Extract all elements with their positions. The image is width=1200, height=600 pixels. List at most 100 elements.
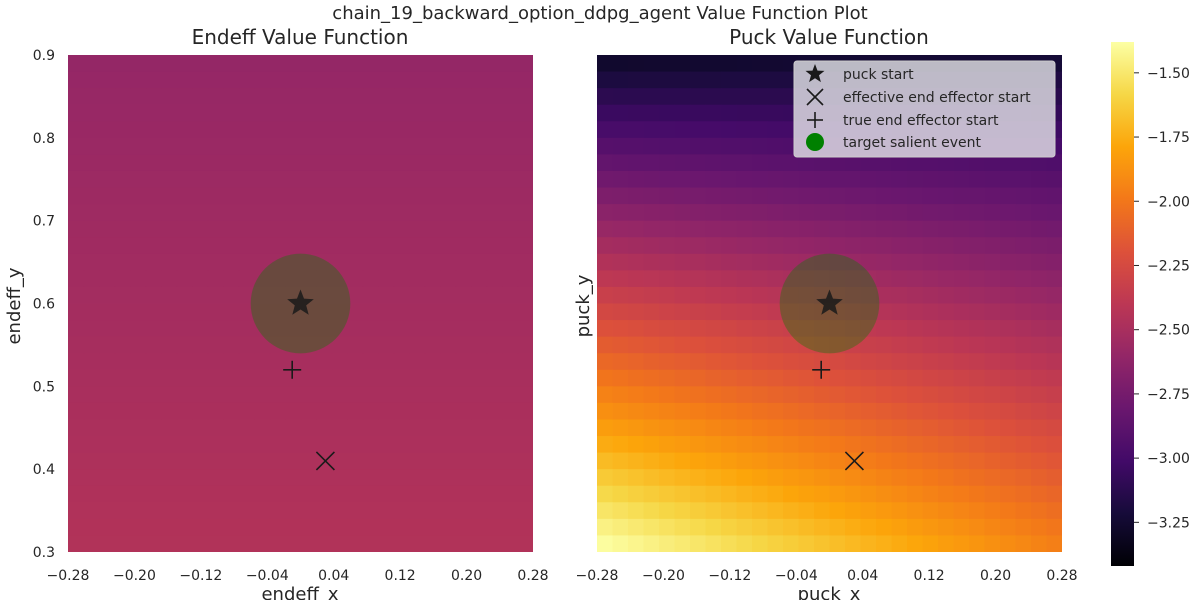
heatmap-cell bbox=[860, 220, 877, 238]
heatmap-cell bbox=[721, 187, 738, 205]
heatmap-cell bbox=[471, 121, 488, 139]
heatmap-cell bbox=[767, 303, 784, 321]
heatmap-cell bbox=[300, 452, 317, 470]
heatmap-cell bbox=[502, 452, 519, 470]
legend-entry-target-salient-event: target salient event bbox=[843, 135, 981, 151]
heatmap-cell bbox=[922, 452, 939, 470]
heatmap-cell bbox=[891, 286, 908, 305]
heatmap-cell bbox=[145, 71, 162, 89]
heatmap-cell bbox=[471, 502, 488, 520]
heatmap-cell bbox=[192, 469, 209, 487]
heatmap-cell bbox=[1031, 270, 1048, 288]
heatmap-cell bbox=[83, 353, 100, 371]
heatmap-cell bbox=[845, 419, 862, 437]
heatmap-cell bbox=[984, 220, 1001, 238]
heatmap-cell bbox=[612, 303, 629, 321]
heatmap-cell bbox=[517, 187, 533, 205]
heatmap-cell bbox=[798, 419, 815, 437]
heatmap-cell bbox=[223, 204, 240, 222]
heatmap-cell bbox=[502, 88, 519, 106]
heatmap-cell bbox=[984, 518, 1001, 537]
heatmap-cell bbox=[130, 170, 147, 189]
heatmap-cell bbox=[969, 386, 986, 404]
heatmap-cell bbox=[721, 270, 738, 288]
heatmap-cell bbox=[907, 469, 924, 487]
heatmap-cell bbox=[705, 237, 722, 255]
heatmap-cell bbox=[502, 121, 519, 139]
heatmap-cell bbox=[984, 204, 1001, 222]
heatmap-cell bbox=[628, 469, 645, 487]
heatmap-cell bbox=[145, 369, 162, 387]
heatmap-cell bbox=[659, 220, 676, 238]
heatmap-cell bbox=[207, 353, 224, 371]
heatmap-cell bbox=[628, 154, 645, 172]
heatmap-cell bbox=[223, 320, 240, 338]
heatmap-cell bbox=[798, 320, 815, 338]
heatmap-cell bbox=[659, 320, 676, 338]
heatmap-cell bbox=[597, 286, 614, 305]
heatmap-cell bbox=[254, 419, 271, 437]
endeff-x-tick-label: −0.28 bbox=[47, 568, 90, 584]
heatmap-cell bbox=[845, 320, 862, 338]
heatmap-cell bbox=[798, 502, 815, 520]
heatmap-cell bbox=[176, 436, 193, 454]
heatmap-cell bbox=[984, 485, 1001, 503]
heatmap-cell bbox=[331, 402, 348, 421]
heatmap-cell bbox=[130, 369, 147, 387]
heatmap-cell bbox=[674, 518, 691, 537]
heatmap-cell bbox=[690, 286, 707, 305]
heatmap-cell bbox=[238, 353, 255, 371]
heatmap-cell bbox=[938, 369, 955, 387]
heatmap-cell bbox=[659, 452, 676, 470]
heatmap-cell bbox=[285, 535, 302, 552]
heatmap-cell bbox=[161, 253, 178, 271]
heatmap-cell bbox=[114, 204, 131, 222]
heatmap-cell bbox=[362, 469, 379, 487]
heatmap-cell bbox=[362, 419, 379, 437]
puck-x-tick-label: −0.20 bbox=[642, 568, 685, 584]
heatmap-cell bbox=[269, 535, 286, 552]
heatmap-cell bbox=[362, 55, 379, 73]
heatmap-cell bbox=[845, 436, 862, 454]
heatmap-cell bbox=[690, 137, 707, 155]
heatmap-cell bbox=[207, 220, 224, 238]
heatmap-cell bbox=[597, 353, 614, 371]
heatmap-cell bbox=[783, 469, 800, 487]
heatmap-cell bbox=[517, 452, 533, 470]
heatmap-cell bbox=[68, 220, 85, 238]
heatmap-cell bbox=[643, 502, 660, 520]
heatmap-cell bbox=[471, 55, 488, 73]
heatmap-cell bbox=[1015, 154, 1032, 172]
heatmap-cell bbox=[83, 170, 100, 189]
heatmap-cell bbox=[238, 154, 255, 172]
heatmap-cell bbox=[783, 402, 800, 421]
heatmap-cell bbox=[953, 518, 970, 537]
heatmap-cell bbox=[362, 320, 379, 338]
heatmap-cell bbox=[300, 419, 317, 437]
heatmap-cell bbox=[953, 253, 970, 271]
heatmap-cell bbox=[517, 88, 533, 106]
endeff-heatmap bbox=[68, 55, 533, 552]
heatmap-cell bbox=[254, 187, 271, 205]
endeff-x-tick-label: 0.28 bbox=[517, 568, 548, 584]
heatmap-cell bbox=[68, 386, 85, 404]
heatmap-cell bbox=[409, 121, 426, 139]
heatmap-cell bbox=[922, 353, 939, 371]
heatmap-cell bbox=[721, 336, 738, 354]
heatmap-cell bbox=[752, 204, 769, 222]
heatmap-cell bbox=[223, 518, 240, 537]
heatmap-cell bbox=[440, 386, 457, 404]
heatmap-cell bbox=[409, 386, 426, 404]
heatmap-cell bbox=[690, 204, 707, 222]
heatmap-cell bbox=[891, 502, 908, 520]
heatmap-cell bbox=[424, 71, 441, 89]
heatmap-cell bbox=[502, 220, 519, 238]
heatmap-cell bbox=[814, 253, 831, 271]
heatmap-cell bbox=[612, 535, 629, 552]
heatmap-cell bbox=[316, 353, 333, 371]
heatmap-cell bbox=[99, 154, 116, 172]
heatmap-cell bbox=[517, 469, 533, 487]
heatmap-cell bbox=[192, 55, 209, 73]
heatmap-cell bbox=[347, 336, 364, 354]
heatmap-cell bbox=[984, 320, 1001, 338]
